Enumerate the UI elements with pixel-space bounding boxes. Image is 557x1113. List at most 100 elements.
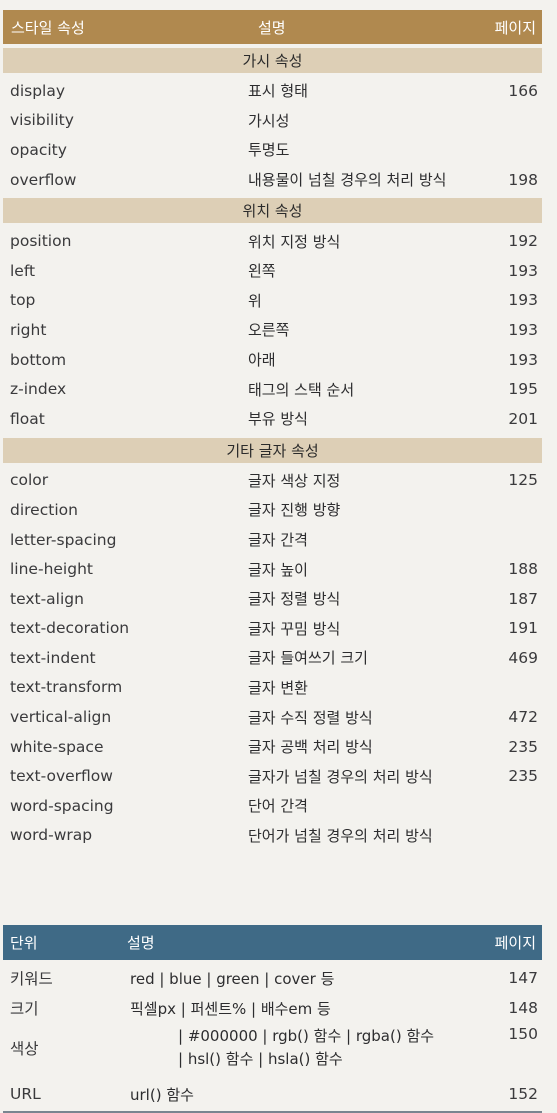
property-description: 왼쪽	[248, 262, 276, 281]
table-row: opacity 투명도	[3, 135, 542, 165]
header-description: 설명	[258, 18, 286, 37]
page-number: 147	[508, 969, 538, 987]
property-name: text-overflow	[10, 767, 113, 786]
table-row: letter-spacing 글자 간격	[3, 525, 542, 555]
table-row: text-overflow 글자가 넘칠 경우의 처리 방식 235	[3, 761, 542, 791]
property-name: word-wrap	[10, 826, 93, 845]
header-unit: 단위	[10, 934, 38, 952]
property-description: 글자가 넘칠 경우의 처리 방식	[248, 767, 433, 786]
property-name: display	[10, 81, 66, 100]
table-row: text-decoration 글자 꾸밈 방식 191	[3, 614, 542, 644]
table-row: float 부유 방식 201	[3, 404, 542, 434]
property-description: 글자 색상 지정	[248, 471, 341, 490]
table-row: vertical-align 글자 수직 정렬 방식 472	[3, 702, 542, 732]
table-row: text-transform 글자 변환	[3, 673, 542, 703]
property-description: 가시성	[248, 111, 290, 130]
table-row: overflow 내용물이 넘칠 경우의 처리 방식 198	[3, 165, 542, 195]
property-name: line-height	[10, 560, 93, 579]
property-description: 오른쪽	[248, 321, 290, 340]
property-name: right	[10, 320, 47, 339]
table-row: bottom 아래 193	[3, 345, 542, 375]
table-row: text-align 글자 정렬 방식 187	[3, 584, 542, 614]
table-row: color 글자 색상 지정 125	[3, 466, 542, 496]
property-description: 부유 방식	[248, 410, 308, 429]
property-name: text-indent	[10, 648, 96, 667]
page-number: 193	[508, 261, 538, 280]
property-description: 내용물이 넘칠 경우의 처리 방식	[248, 171, 447, 190]
section-header: 기타 글자 속성	[3, 437, 542, 463]
property-description: 글자 높이	[248, 560, 308, 579]
table-row: URL url() 함수 152	[3, 1079, 542, 1109]
page-number: 472	[508, 708, 538, 727]
header-description: 설명	[127, 934, 155, 952]
header-page: 페이지	[494, 934, 536, 952]
page-number: 193	[508, 350, 538, 369]
table-row: white-space 글자 공백 처리 방식 235	[3, 732, 542, 762]
property-description: 위	[248, 291, 262, 310]
property-description: 글자 공백 처리 방식	[248, 738, 373, 757]
table-row: z-index 태그의 스택 순서 195	[3, 374, 542, 404]
style-properties-table: 스타일 속성 설명 페이지 가시 속성 display 표시 형태 166 visibi…	[3, 10, 542, 850]
description-line-1: | #000000 | rgb() 함수 | rgba() 함수	[178, 1027, 435, 1045]
property-description: 글자 진행 방향	[248, 501, 341, 520]
property-description: 글자 들여쓰기 크기	[248, 649, 368, 668]
table-row: direction 글자 진행 방향	[3, 495, 542, 525]
page-number: 198	[508, 170, 538, 189]
property-description: 아래	[248, 351, 276, 370]
property-name: vertical-align	[10, 708, 112, 727]
unit-description: | #000000 | rgb() 함수 | rgba() 함수 | hsl()…	[123, 1023, 468, 1071]
page-number: 150	[508, 1025, 538, 1043]
unit-description: red | blue | green | cover 등	[130, 969, 335, 988]
property-description: 글자 간격	[248, 531, 308, 550]
property-description: 글자 변환	[248, 678, 308, 697]
property-name: overflow	[10, 170, 77, 189]
property-name: bottom	[10, 350, 67, 369]
property-name: z-index	[10, 380, 67, 399]
property-name: opacity	[10, 140, 67, 159]
property-name: left	[10, 261, 36, 280]
property-name: float	[10, 409, 45, 428]
property-description: 글자 수직 정렬 방식	[248, 708, 373, 727]
table-row: left 왼쪽 193	[3, 256, 542, 286]
property-name: text-transform	[10, 678, 123, 697]
table-header: 스타일 속성 설명 페이지	[3, 10, 542, 44]
property-name: text-decoration	[10, 619, 130, 638]
property-name: top	[10, 291, 36, 310]
unit-name: 크기	[10, 1000, 39, 1018]
unit-description: url() 함수	[130, 1085, 194, 1104]
units-table: 단위 설명 페이지 키워드 red | blue | green | cover…	[3, 925, 542, 1113]
property-name: visibility	[10, 111, 74, 130]
table-row: text-indent 글자 들여쓰기 크기 469	[3, 643, 542, 673]
table-row: position 위치 지정 방식 192	[3, 226, 542, 256]
unit-name: 키워드	[10, 970, 53, 988]
table-row: display 표시 형태 166	[3, 76, 542, 106]
table-row: word-spacing 단어 간격	[3, 791, 542, 821]
table-row: visibility 가시성	[3, 106, 542, 136]
bottom-divider	[3, 1111, 542, 1113]
property-name: direction	[10, 500, 78, 519]
section-header: 위치 속성	[3, 198, 542, 224]
table-row: top 위 193	[3, 286, 542, 316]
property-description: 단어 간격	[248, 797, 308, 816]
table-row: word-wrap 단어가 넘칠 경우의 처리 방식	[3, 821, 542, 851]
page-number: 235	[508, 737, 538, 756]
page-number: 193	[508, 320, 538, 339]
table-row: line-height 글자 높이 188	[3, 554, 542, 584]
property-name: word-spacing	[10, 796, 114, 815]
units-table-header: 단위 설명 페이지	[3, 925, 542, 960]
page-number: 125	[508, 471, 538, 490]
page-number: 166	[508, 81, 538, 100]
property-name: letter-spacing	[10, 530, 117, 549]
page-number: 469	[508, 648, 538, 667]
property-description: 글자 정렬 방식	[248, 590, 341, 609]
property-name: white-space	[10, 737, 104, 756]
page-number: 193	[508, 291, 538, 310]
page-number: 191	[508, 619, 538, 638]
property-description: 단어가 넘칠 경우의 처리 방식	[248, 826, 433, 845]
page-number: 148	[508, 999, 538, 1017]
unit-description: 픽셀px | 퍼센트% | 배수em 등	[130, 999, 331, 1018]
page-number: 192	[508, 232, 538, 251]
property-description: 투명도	[248, 141, 290, 160]
header-page: 페이지	[494, 18, 536, 37]
table-row: 크기 픽셀px | 퍼센트% | 배수em 등 148	[3, 993, 542, 1023]
